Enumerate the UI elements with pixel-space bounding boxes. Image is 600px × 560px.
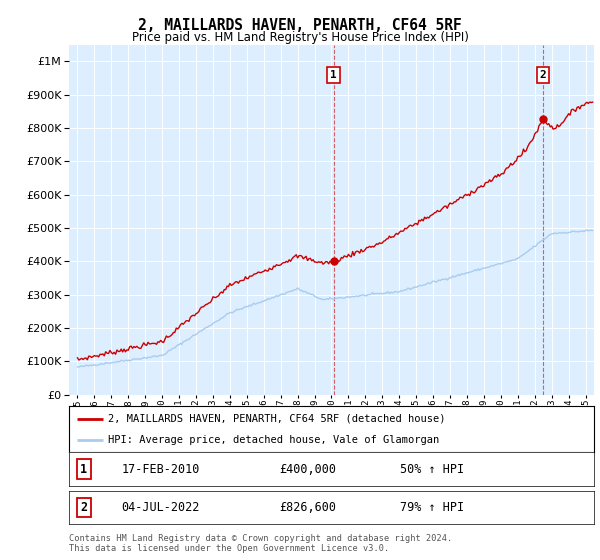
Text: 2: 2 [80, 501, 87, 514]
Text: 04-JUL-2022: 04-JUL-2022 [121, 501, 200, 514]
Text: 2, MAILLARDS HAVEN, PENARTH, CF64 5RF: 2, MAILLARDS HAVEN, PENARTH, CF64 5RF [138, 18, 462, 33]
Text: 1: 1 [80, 463, 87, 476]
Text: Price paid vs. HM Land Registry's House Price Index (HPI): Price paid vs. HM Land Registry's House … [131, 31, 469, 44]
Text: 2, MAILLARDS HAVEN, PENARTH, CF64 5RF (detached house): 2, MAILLARDS HAVEN, PENARTH, CF64 5RF (d… [109, 413, 446, 423]
Text: 50% ↑ HPI: 50% ↑ HPI [400, 463, 464, 476]
Text: Contains HM Land Registry data © Crown copyright and database right 2024.
This d: Contains HM Land Registry data © Crown c… [69, 534, 452, 553]
Text: 1: 1 [330, 70, 337, 80]
Text: HPI: Average price, detached house, Vale of Glamorgan: HPI: Average price, detached house, Vale… [109, 435, 440, 445]
Text: £400,000: £400,000 [279, 463, 336, 476]
Text: £826,600: £826,600 [279, 501, 336, 514]
Point [538, 115, 548, 124]
Point [329, 257, 338, 266]
Text: 2: 2 [540, 70, 547, 80]
Text: 79% ↑ HPI: 79% ↑ HPI [400, 501, 464, 514]
Text: 17-FEB-2010: 17-FEB-2010 [121, 463, 200, 476]
